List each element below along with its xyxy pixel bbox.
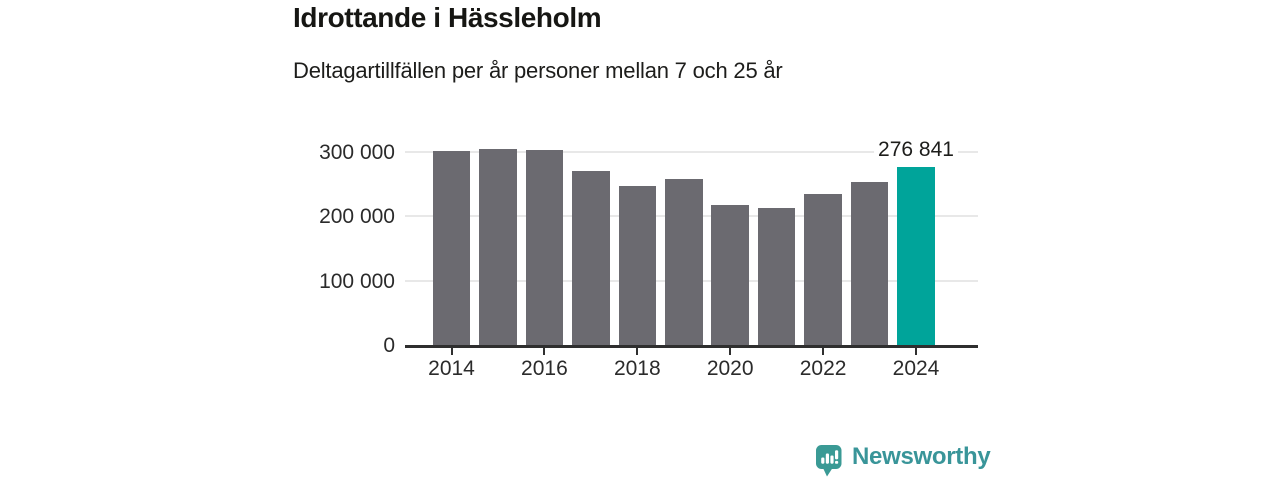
bar-2020 — [711, 205, 749, 345]
gridline-300000 — [405, 151, 978, 154]
y-tick-label-100000: 100 000 — [319, 269, 395, 293]
newsworthy-wordmark: Newsworthy — [852, 443, 991, 470]
newsworthy-logo[interactable]: Newsworthy — [815, 442, 991, 478]
bar-2023 — [850, 182, 889, 345]
value-label: 276 841 — [874, 139, 958, 161]
bar-2022 — [804, 193, 842, 345]
x-tick-2014 — [450, 348, 453, 355]
x-tick-2020 — [729, 348, 732, 355]
bar-2019 — [665, 178, 703, 345]
bar-2014 — [432, 151, 471, 345]
x-tick-label-2018: 2018 — [613, 357, 661, 380]
chart-title: Idrottande i Hässleholm — [293, 2, 602, 33]
x-tick-2024 — [915, 348, 917, 355]
x-tick-2016 — [543, 348, 546, 355]
x-tick-2022 — [822, 348, 825, 355]
bar-2015 — [479, 149, 517, 345]
bar-2016 — [525, 149, 564, 345]
x-tick-label-2020: 2020 — [706, 357, 754, 380]
bar-2017 — [572, 171, 610, 345]
x-tick-label-2014: 2014 — [428, 357, 475, 380]
bar-2021 — [757, 208, 796, 345]
x-tick-label-2022: 2022 — [799, 357, 847, 380]
y-tick-label-0: 0 — [383, 334, 395, 357]
x-tick-label-2016: 2016 — [521, 357, 568, 380]
bar-2024 — [897, 167, 935, 345]
newsworthy-bubble-chart-icon — [816, 445, 842, 477]
plot-area — [405, 120, 978, 348]
bar-2018 — [618, 186, 657, 345]
x-tick-label-2024: 2024 — [892, 357, 940, 380]
y-tick-label-300000: 300 000 — [319, 141, 395, 165]
x-tick-2018 — [636, 348, 639, 355]
chart-subtitle: Deltagartillfällen per år personer mella… — [293, 58, 783, 83]
y-tick-label-200000: 200 000 — [319, 205, 395, 229]
